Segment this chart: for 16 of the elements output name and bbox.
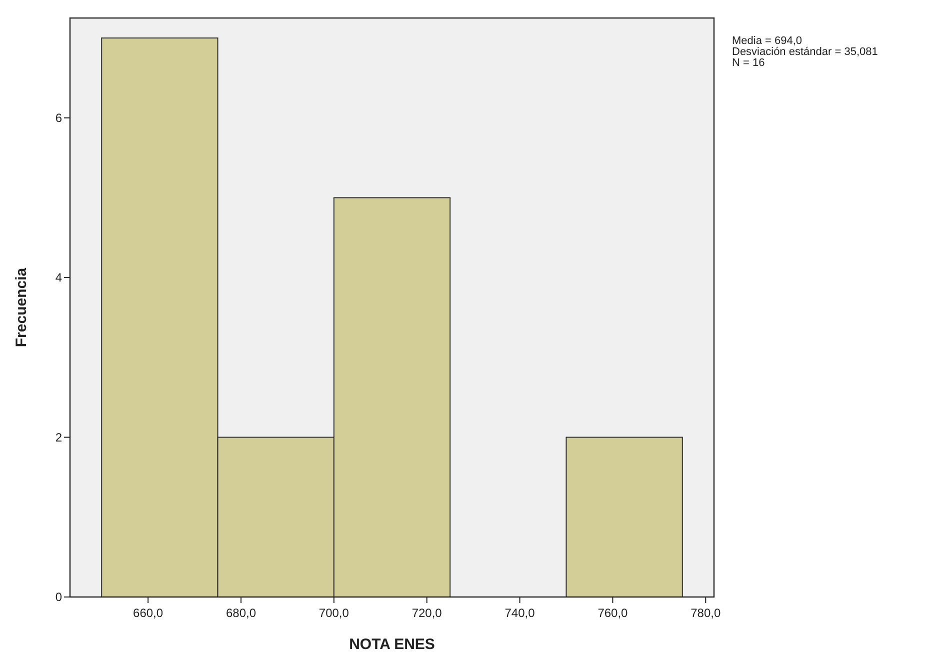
x-tick-label: 660,0: [133, 606, 164, 620]
y-tick-label: 2: [55, 430, 62, 444]
text: N = 16: [732, 57, 765, 69]
x-tick-label: 780,0: [690, 606, 721, 620]
x-tick-label: 720,0: [412, 606, 442, 620]
text: Media = 694,0: [732, 35, 802, 47]
x-tick-label: 740,0: [504, 606, 536, 620]
text: Desviación estándar = 35,081: [732, 46, 878, 58]
y-tick-label: 0: [55, 590, 62, 604]
x-tick-label: 680,0: [226, 606, 256, 620]
y-tick-label: 6: [55, 110, 62, 125]
y-tick-label: 4: [55, 270, 62, 285]
x-axis-title: NOTA ENES: [349, 636, 435, 653]
x-tick-label: 700,0: [318, 606, 350, 620]
x-tick-label: 760,0: [598, 606, 628, 620]
y-axis-title: Frecuencia: [13, 267, 30, 348]
